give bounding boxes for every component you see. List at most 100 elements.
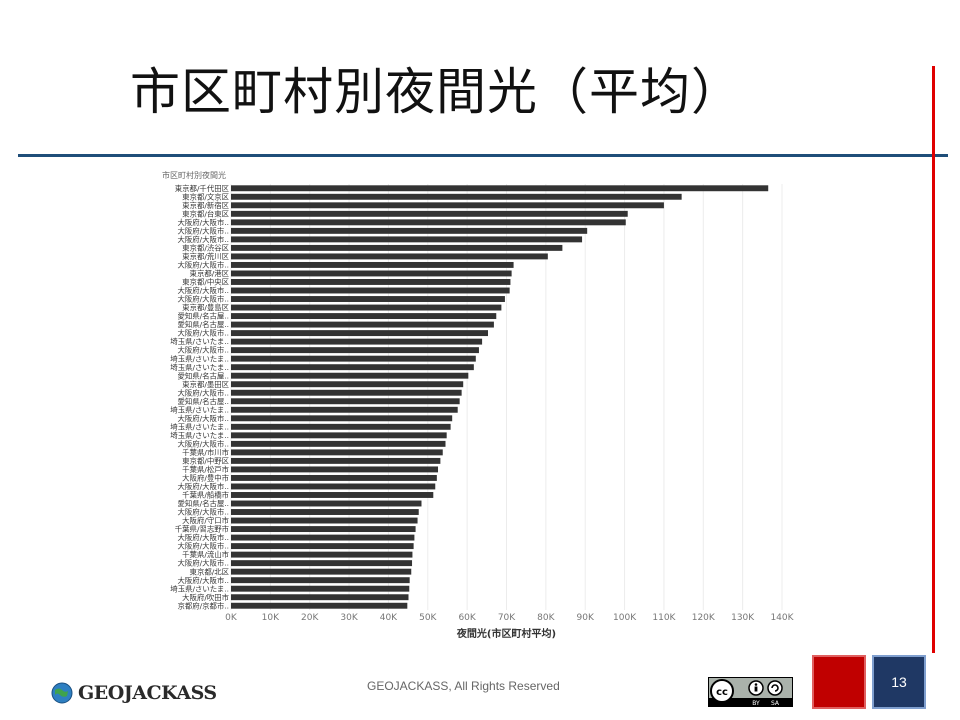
bar — [231, 466, 439, 473]
bar — [231, 509, 419, 515]
red-square-decoration — [812, 655, 866, 709]
category-label: 大阪府/大阪市.. — [177, 388, 229, 397]
category-label: 埼玉県/さいたま.. — [170, 422, 229, 431]
bar — [231, 219, 626, 226]
category-label: 東京都/新宿区 — [182, 201, 229, 210]
x-tick-label: 110K — [652, 613, 676, 623]
x-tick-label: 130K — [731, 613, 755, 623]
category-label: 千葉県/船橋市 — [182, 491, 229, 500]
bar — [231, 534, 415, 541]
category-label: 大阪府/大阪市.. — [177, 559, 229, 568]
category-label: 大阪府/大阪市.. — [177, 346, 229, 355]
category-label: 埼玉県/さいたま.. — [170, 354, 229, 363]
x-tick-label: 140K — [770, 613, 794, 623]
category-label: 大阪府/豊中市 — [182, 474, 229, 483]
bar — [231, 202, 664, 209]
bar — [231, 185, 769, 192]
bar — [231, 210, 628, 217]
category-label: 大阪府/大阪市.. — [177, 542, 229, 551]
category-label: 埼玉県/さいたま.. — [170, 584, 229, 593]
title-divider — [18, 154, 948, 157]
category-label: 大阪府/吹田市 — [182, 593, 229, 602]
category-label: 埼玉県/さいたま.. — [170, 337, 229, 346]
x-tick-label: 30K — [340, 613, 358, 623]
svg-text:cc: cc — [716, 687, 728, 698]
bar — [231, 432, 447, 439]
category-label: 愛知県/名古屋.. — [177, 320, 229, 329]
category-label: 愛知県/名古屋.. — [177, 499, 229, 508]
x-tick-label: 80K — [537, 613, 555, 623]
category-label: 大阪府/大阪市.. — [177, 235, 229, 244]
category-label: 大阪府/大阪市.. — [177, 533, 229, 542]
bar — [231, 568, 412, 575]
category-label: 大阪府/大阪市.. — [177, 439, 229, 448]
category-label: 埼玉県/さいたま.. — [170, 363, 229, 372]
category-label: 大阪府/大阪市.. — [177, 218, 229, 227]
bar — [231, 296, 505, 302]
bar — [231, 492, 434, 498]
chart-title: 市区町村別夜間光 — [162, 170, 226, 180]
x-tick-label: 0K — [225, 613, 238, 623]
bar — [231, 594, 409, 601]
bar — [231, 440, 446, 447]
bar — [231, 423, 451, 430]
x-axis-label: 夜間光(市区町村平均) — [456, 627, 556, 640]
category-label: 東京都/中央区 — [182, 278, 229, 287]
bar — [231, 577, 410, 584]
bar — [231, 253, 548, 260]
bar — [231, 236, 583, 243]
bar — [231, 279, 511, 285]
category-label: 東京都/文京区 — [182, 192, 229, 201]
category-label: 京都府/京都市.. — [177, 601, 229, 610]
bar — [231, 227, 588, 234]
x-tick-label: 40K — [380, 613, 398, 623]
category-label: 埼玉県/さいたま.. — [170, 431, 229, 440]
category-label: 大阪府/大阪市.. — [177, 226, 229, 235]
bar — [231, 474, 437, 481]
x-tick-label: 20K — [301, 613, 319, 623]
bar — [231, 389, 462, 396]
bar — [231, 321, 494, 328]
svg-text:SA: SA — [771, 700, 780, 706]
category-label: 大阪府/大阪市.. — [177, 329, 229, 338]
category-label: 大阪府/大阪市.. — [177, 508, 229, 517]
category-label: 東京都/台東区 — [182, 209, 229, 218]
category-label: 東京都/北区 — [190, 567, 230, 576]
geojackass-logo: GEOJACKASS — [50, 678, 217, 708]
bar — [231, 372, 469, 379]
bar — [231, 381, 464, 388]
bar — [231, 355, 476, 362]
category-label: 東京都/中野区 — [182, 457, 229, 466]
bar — [231, 347, 479, 354]
category-label: 千葉県/習志野市 — [175, 525, 230, 534]
category-label: 大阪府/大阪市.. — [177, 482, 229, 491]
category-label: 千葉県/市川市 — [182, 448, 229, 457]
copyright-footer: GEOJACKASS, All Rights Reserved — [367, 679, 560, 693]
globe-icon — [51, 682, 73, 704]
bar — [231, 193, 682, 200]
bar — [231, 364, 474, 371]
category-label: 東京都/豊島区 — [182, 303, 229, 312]
bar — [231, 543, 414, 550]
category-label: 愛知県/名古屋.. — [177, 371, 229, 380]
category-label: 東京都/渋谷区 — [182, 244, 229, 253]
x-tick-label: 100K — [613, 613, 637, 623]
bar — [231, 483, 436, 490]
right-accent-line — [932, 66, 935, 653]
category-label: 千葉県/松戸市 — [182, 465, 229, 474]
bar — [231, 602, 408, 609]
bar — [231, 406, 458, 413]
svg-text:BY: BY — [752, 700, 760, 706]
category-label: 愛知県/名古屋.. — [177, 397, 229, 406]
category-label: 大阪府/大阪市.. — [177, 286, 229, 295]
category-label: 東京都/千代田区 — [175, 184, 230, 193]
x-tick-label: 60K — [458, 613, 476, 623]
category-label: 東京都/港区 — [190, 269, 230, 278]
bar — [231, 304, 502, 311]
bar — [231, 449, 443, 456]
x-tick-label: 120K — [692, 613, 716, 623]
bar — [231, 270, 512, 277]
bar — [231, 585, 410, 592]
bar-chart: 市区町村別夜間光 0K 10K 20K 30K 40K 50K 60K 70K 80K 90K 100… — [162, 170, 795, 640]
x-tick-label: 70K — [498, 613, 516, 623]
